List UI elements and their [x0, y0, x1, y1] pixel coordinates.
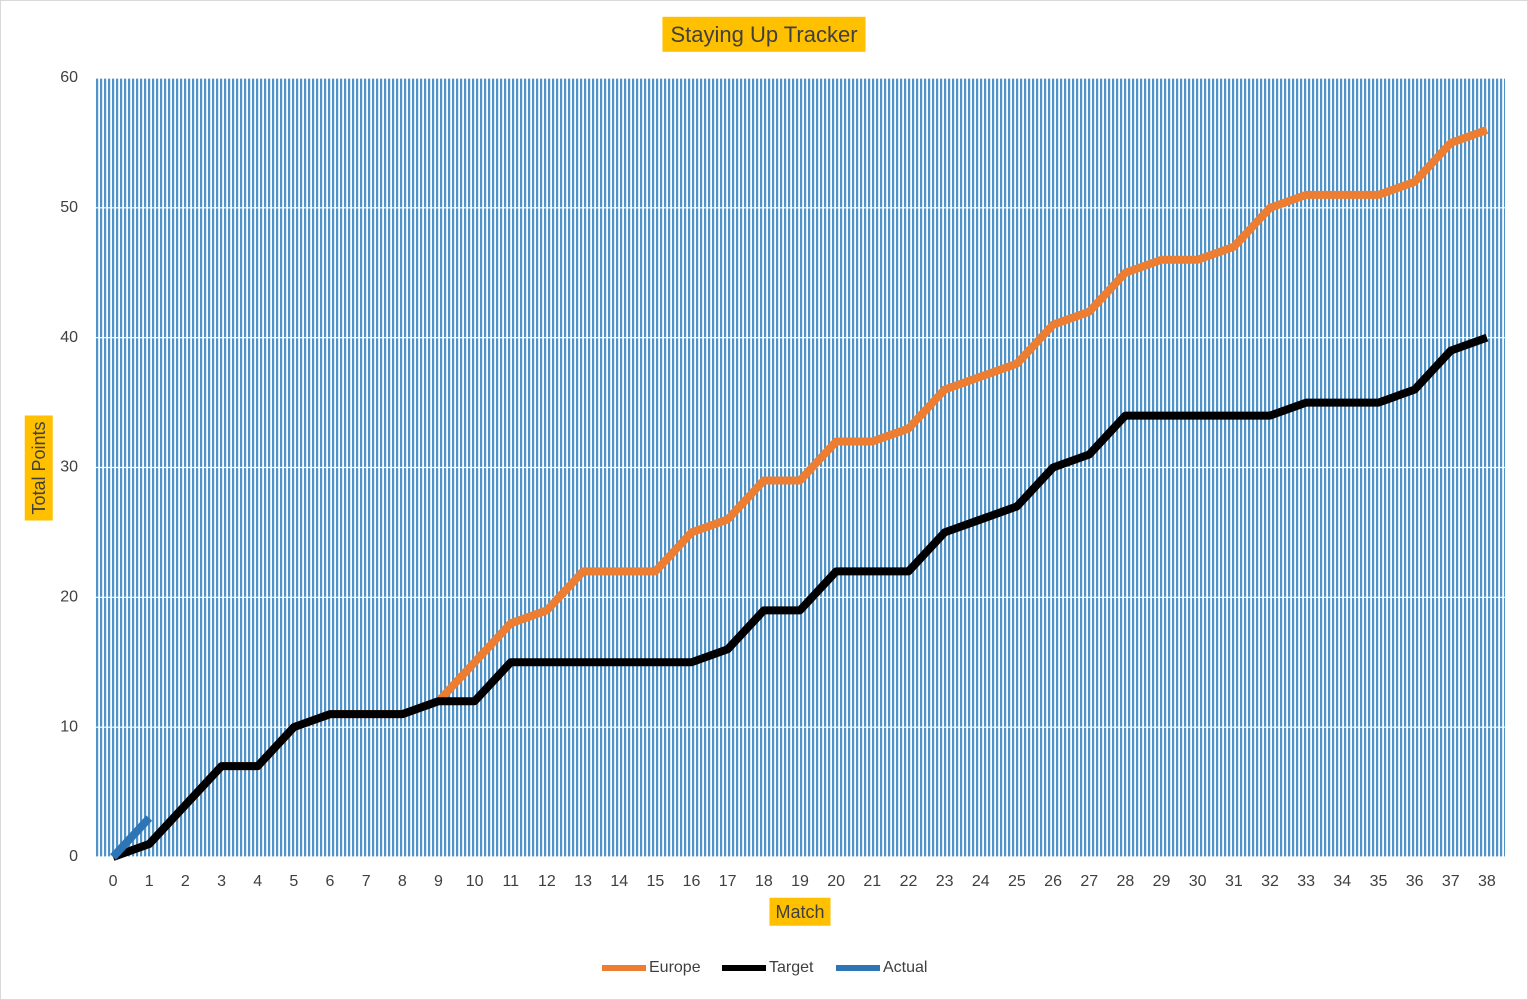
x-tick-label: 6 [326, 873, 335, 890]
x-tick-label: 14 [610, 873, 628, 890]
x-tick-label: 35 [1370, 873, 1388, 890]
x-tick-label: 18 [755, 873, 773, 890]
x-tick-label: 29 [1153, 873, 1171, 890]
y-tick-label: 0 [69, 848, 78, 865]
y-tick-label: 30 [60, 459, 78, 476]
x-tick-label: 36 [1406, 873, 1424, 890]
x-tick-label: 26 [1044, 873, 1062, 890]
x-tick-label: 20 [827, 873, 845, 890]
x-tick-label: 31 [1225, 873, 1243, 890]
y-tick-label: 10 [60, 718, 78, 735]
y-tick-label: 50 [60, 199, 78, 216]
x-tick-label: 23 [936, 873, 954, 890]
x-tick-label: 28 [1116, 873, 1134, 890]
x-axis-title: Match [775, 902, 824, 922]
chart-title: Staying Up Tracker [670, 22, 857, 47]
legend-label: Europe [649, 959, 701, 976]
x-tick-label: 22 [900, 873, 918, 890]
x-tick-label: 0 [109, 873, 118, 890]
x-tick-label: 7 [362, 873, 371, 890]
y-tick-label: 60 [60, 69, 78, 86]
x-tick-label: 21 [863, 873, 881, 890]
x-tick-label: 15 [646, 873, 664, 890]
y-axis-title: Total Points [29, 421, 49, 514]
x-tick-label: 5 [289, 873, 298, 890]
x-tick-label: 38 [1478, 873, 1496, 890]
title-background [24, 415, 53, 521]
x-tick-label: 34 [1333, 873, 1351, 890]
x-tick-label: 16 [683, 873, 701, 890]
title-background [769, 897, 831, 926]
x-tick-label: 19 [791, 873, 809, 890]
x-tick-label: 2 [181, 873, 190, 890]
x-tick-label: 4 [253, 873, 262, 890]
legend-label: Target [769, 959, 814, 976]
x-tick-label: 32 [1261, 873, 1279, 890]
x-tick-label: 13 [574, 873, 592, 890]
y-tick-label: 20 [60, 589, 78, 606]
x-tick-label: 17 [719, 873, 737, 890]
x-tick-label: 27 [1080, 873, 1098, 890]
x-tick-label: 37 [1442, 873, 1460, 890]
x-tick-label: 11 [502, 873, 519, 890]
x-tick-label: 1 [145, 873, 154, 890]
x-tick-label: 33 [1297, 873, 1315, 890]
legend-label: Actual [883, 959, 927, 976]
x-tick-label: 9 [434, 873, 443, 890]
title-background [662, 16, 866, 52]
x-tick-label: 8 [398, 873, 407, 890]
x-tick-label: 24 [972, 873, 990, 890]
series-line [111, 333, 1489, 861]
x-tick-label: 10 [466, 873, 484, 890]
x-tick-label: 12 [538, 873, 556, 890]
x-tick-label: 25 [1008, 873, 1026, 890]
x-tick-label: 30 [1189, 873, 1207, 890]
x-tick-label: 3 [217, 873, 226, 890]
series-line [110, 815, 153, 860]
y-tick-label: 40 [60, 329, 78, 346]
